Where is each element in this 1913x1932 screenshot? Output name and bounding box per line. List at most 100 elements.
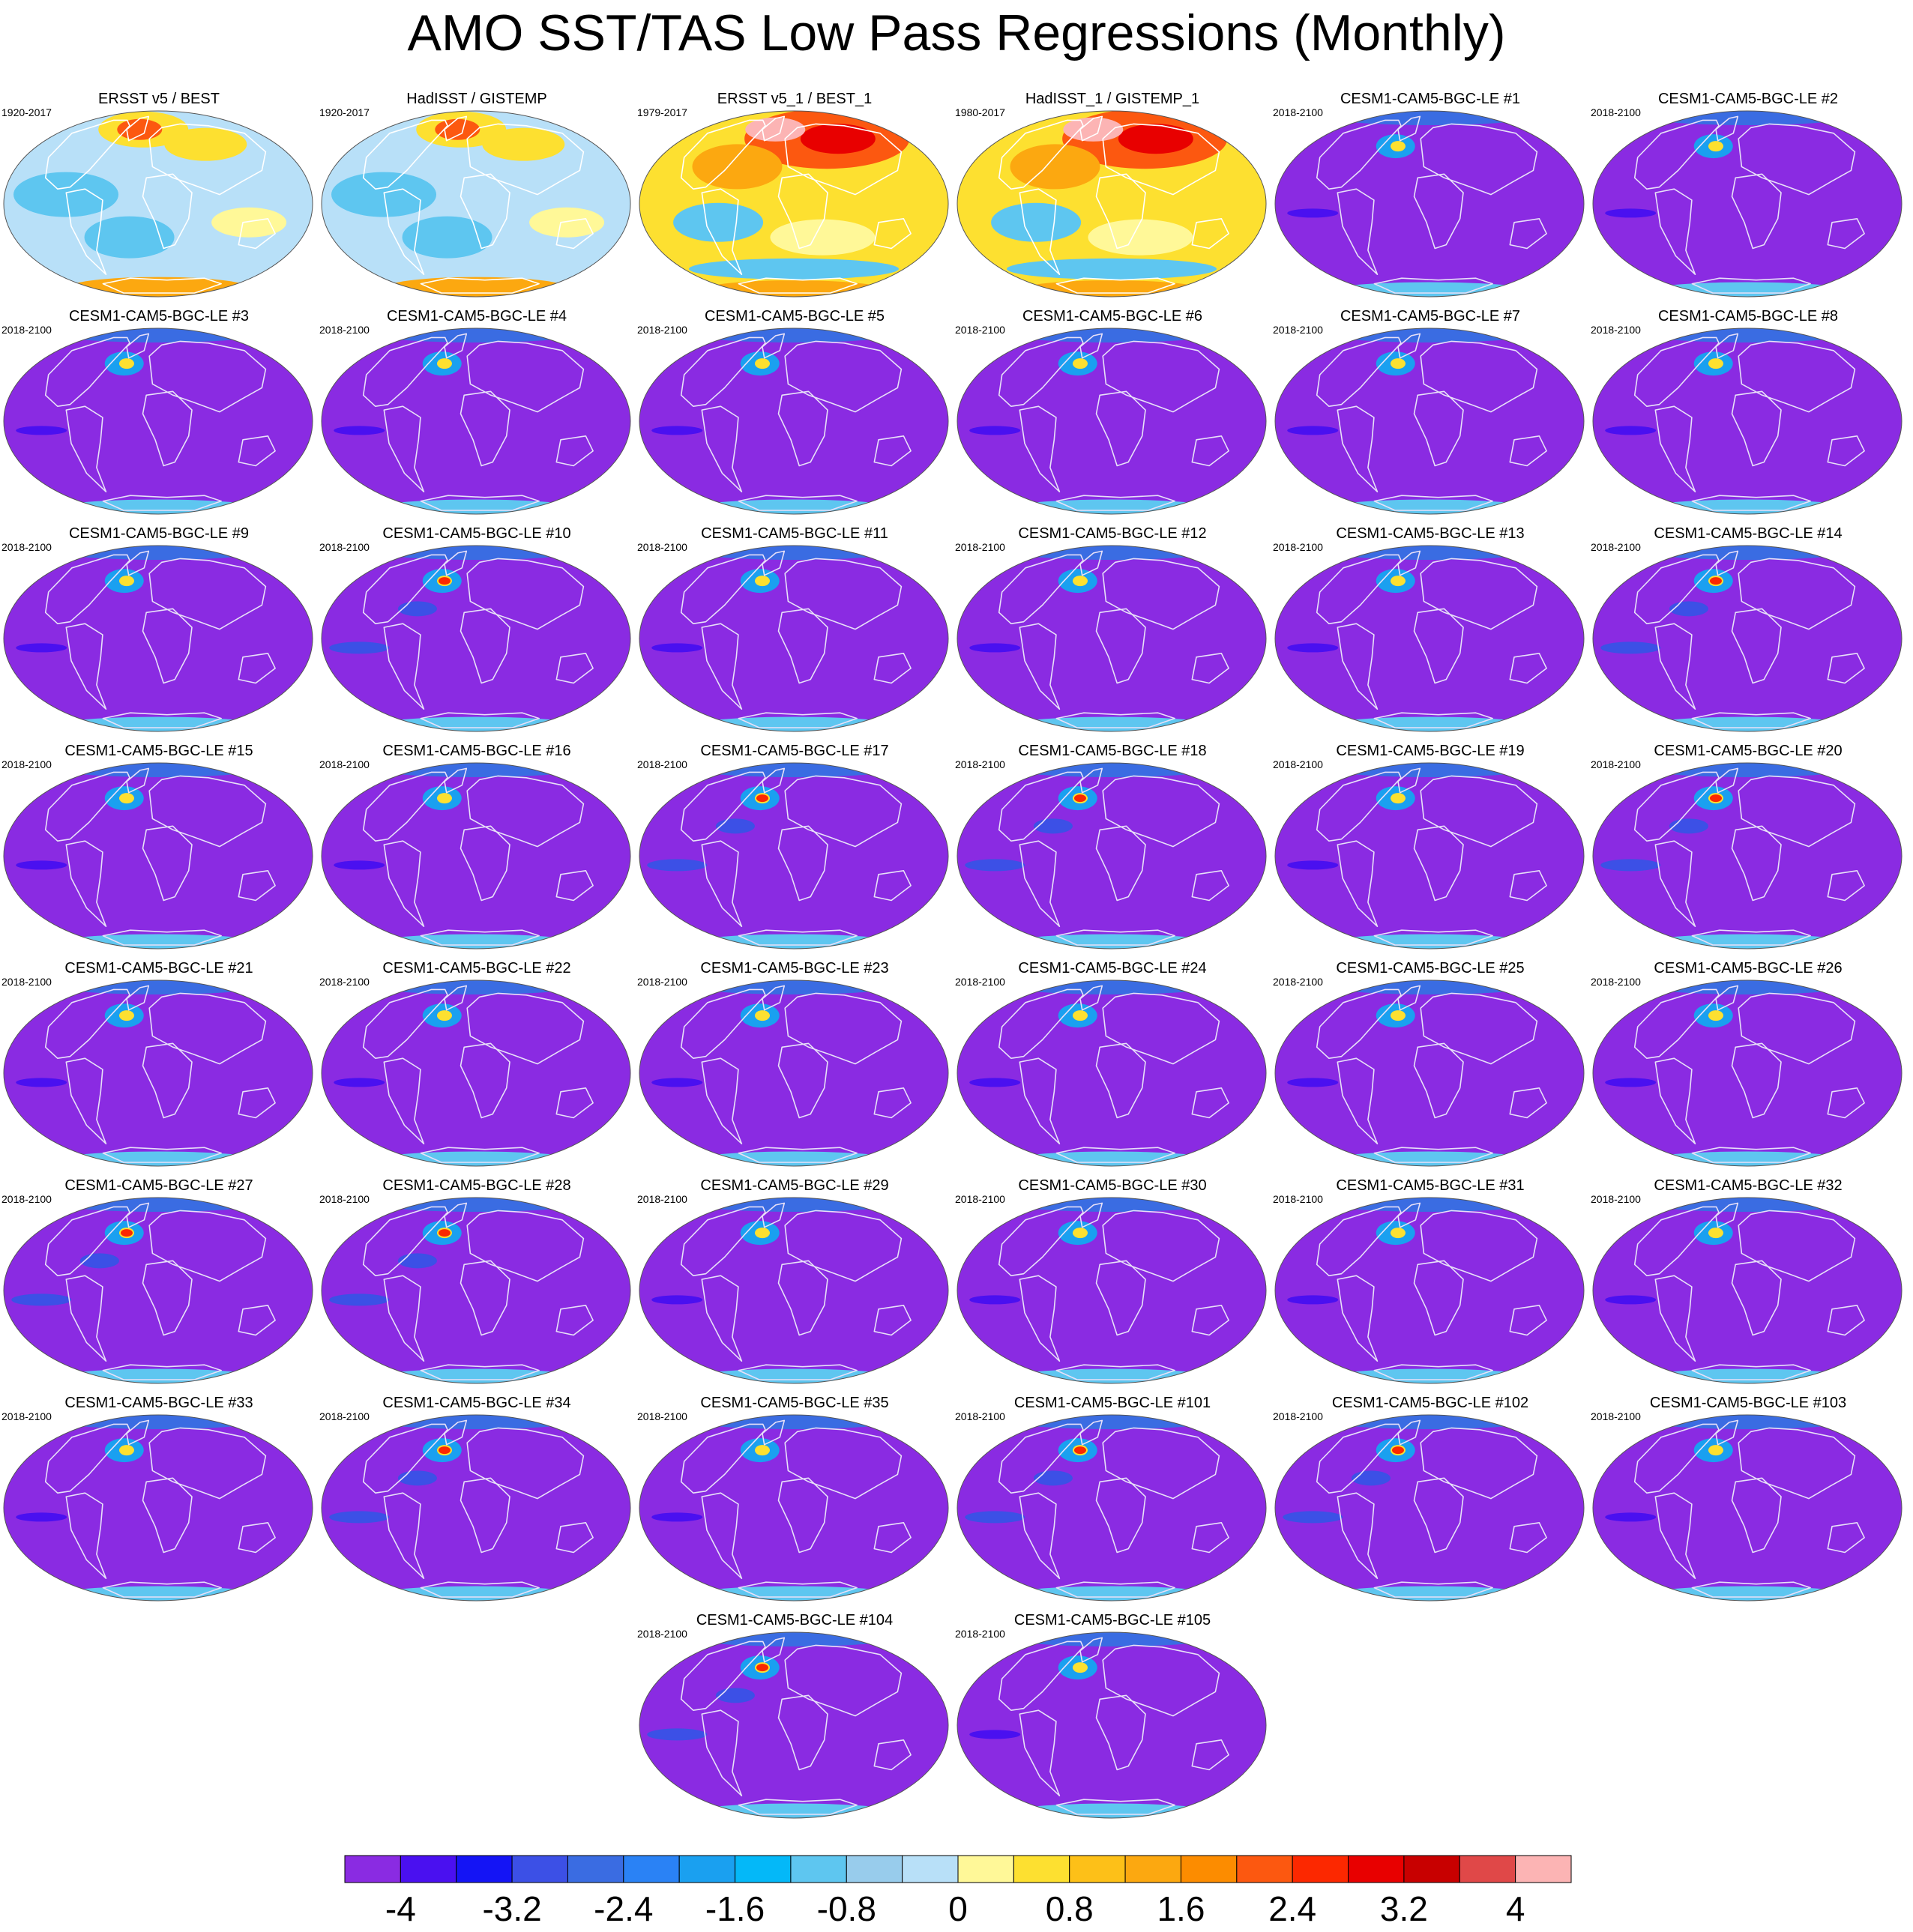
cool-anomaly bbox=[1605, 1512, 1657, 1522]
panel-years: 2018-2100 bbox=[637, 541, 687, 553]
cool-anomaly bbox=[651, 643, 703, 653]
world-map bbox=[1274, 327, 1585, 515]
continent-outline bbox=[701, 188, 743, 275]
continent-outline bbox=[1715, 115, 1739, 142]
continent-outline bbox=[102, 1581, 222, 1598]
cool-anomaly bbox=[681, 980, 906, 994]
cool-anomaly bbox=[364, 1198, 588, 1212]
continent-outline bbox=[1654, 1275, 1696, 1362]
map-panel: CESM1-CAM5-BGC-LE #30 2018-2100 bbox=[954, 1177, 1271, 1386]
continent-outline bbox=[102, 1147, 222, 1163]
continent-outline bbox=[1102, 992, 1220, 1065]
cool-anomaly bbox=[647, 859, 708, 872]
continent-outline bbox=[1337, 1275, 1379, 1362]
map-background bbox=[4, 546, 313, 731]
world-map bbox=[1592, 327, 1903, 515]
colorbar-bin bbox=[1180, 1855, 1238, 1883]
panel-title: CESM1-CAM5-BGC-LE #33 bbox=[64, 1395, 253, 1411]
map-border bbox=[3, 545, 313, 732]
continent-outline bbox=[1055, 1364, 1175, 1380]
continent-outline bbox=[65, 840, 107, 927]
map-panel: CESM1-CAM5-BGC-LE #31 2018-2100 bbox=[1271, 1177, 1589, 1386]
cool-anomaly bbox=[329, 1293, 390, 1306]
warm-anomaly bbox=[1073, 794, 1086, 803]
warm-anomaly bbox=[1709, 577, 1722, 585]
continent-outline bbox=[460, 825, 510, 902]
continent-outline bbox=[1827, 1522, 1865, 1554]
map-border bbox=[321, 327, 631, 515]
map-background bbox=[639, 328, 948, 514]
continent-outline bbox=[102, 929, 222, 946]
continent-outline bbox=[362, 771, 448, 842]
continent-outline bbox=[1337, 840, 1379, 927]
continent-outline bbox=[1715, 767, 1739, 794]
map-panel: CESM1-CAM5-BGC-LE #6 2018-2100 bbox=[954, 307, 1271, 517]
continent-outline bbox=[738, 1147, 858, 1163]
panel-title: CESM1-CAM5-BGC-LE #25 bbox=[1336, 960, 1525, 976]
continent-outline bbox=[1420, 1427, 1538, 1500]
cool-anomaly bbox=[991, 202, 1082, 242]
map-panel: CESM1-CAM5-BGC-LE #33 2018-2100 bbox=[0, 1394, 318, 1604]
panel-years: 2018-2100 bbox=[637, 1410, 687, 1422]
continent-outline bbox=[142, 608, 193, 684]
continent-outline bbox=[1095, 1042, 1146, 1119]
map-panel: CESM1-CAM5-BGC-LE #29 2018-2100 bbox=[636, 1177, 954, 1386]
map-border bbox=[639, 1414, 949, 1602]
continent-outline bbox=[1373, 495, 1493, 511]
world-map bbox=[956, 979, 1267, 1167]
continent-outline bbox=[383, 405, 425, 492]
map-panel: CESM1-CAM5-BGC-LE #1 2018-2100 bbox=[1271, 90, 1589, 300]
continent-outline bbox=[1316, 988, 1402, 1059]
map-background bbox=[4, 1198, 313, 1383]
warm-anomaly bbox=[118, 1445, 134, 1456]
map-panel: CESM1-CAM5-BGC-LE #14 2018-2100 bbox=[1589, 525, 1907, 734]
map-border bbox=[956, 327, 1267, 515]
continent-outline bbox=[1337, 1057, 1379, 1144]
panel-years: 1920-2017 bbox=[319, 106, 370, 118]
continent-outline bbox=[65, 623, 107, 710]
continent-outline bbox=[998, 1640, 1084, 1711]
continent-outline bbox=[701, 1709, 743, 1796]
map-background bbox=[322, 1415, 630, 1601]
warm-anomaly bbox=[1022, 280, 1202, 297]
panel-title: CESM1-CAM5-BGC-LE #15 bbox=[64, 743, 253, 759]
cool-anomaly bbox=[364, 980, 588, 994]
warm-anomaly bbox=[436, 358, 452, 369]
warm-anomaly bbox=[1088, 219, 1193, 256]
continent-outline bbox=[777, 1477, 828, 1554]
world-map bbox=[3, 327, 313, 515]
warm-anomaly bbox=[118, 358, 134, 369]
map-panel: CESM1-CAM5-BGC-LE #32 2018-2100 bbox=[1589, 1177, 1907, 1386]
panel-years: 2018-2100 bbox=[955, 1193, 1005, 1205]
world-map bbox=[1592, 110, 1903, 298]
colorbar-bin bbox=[1348, 1855, 1405, 1883]
cool-anomaly bbox=[1635, 111, 1860, 125]
cool-anomaly bbox=[397, 601, 437, 617]
continent-outline bbox=[65, 1275, 107, 1362]
continent-outline bbox=[44, 554, 130, 624]
map-panel: CESM1-CAM5-BGC-LE #11 2018-2100 bbox=[636, 525, 954, 734]
cool-anomaly bbox=[46, 763, 271, 777]
continent-outline bbox=[238, 1087, 276, 1119]
continent-outline bbox=[1731, 1042, 1782, 1119]
continent-outline bbox=[142, 173, 193, 250]
world-map bbox=[639, 979, 949, 1167]
world-map bbox=[1592, 545, 1903, 732]
continent-outline bbox=[1079, 985, 1103, 1011]
map-panel: CESM1-CAM5-BGC-LE #28 2018-2100 bbox=[318, 1177, 636, 1386]
colorbar-bin bbox=[511, 1855, 568, 1883]
continent-outline bbox=[1102, 775, 1220, 848]
warm-anomaly bbox=[754, 358, 770, 369]
warm-anomaly bbox=[1708, 1010, 1723, 1021]
continent-outline bbox=[1827, 218, 1865, 250]
cool-anomaly bbox=[46, 328, 271, 342]
continent-outline bbox=[555, 218, 594, 250]
map-background bbox=[1593, 1415, 1902, 1601]
cool-anomaly bbox=[689, 258, 899, 280]
cool-anomaly bbox=[651, 426, 703, 435]
continent-outline bbox=[738, 1799, 858, 1815]
continent-outline bbox=[738, 929, 858, 946]
colorbar-tick-label: 3.2 bbox=[1379, 1889, 1428, 1928]
continent-outline bbox=[1079, 1202, 1103, 1228]
map-background bbox=[1593, 328, 1902, 514]
